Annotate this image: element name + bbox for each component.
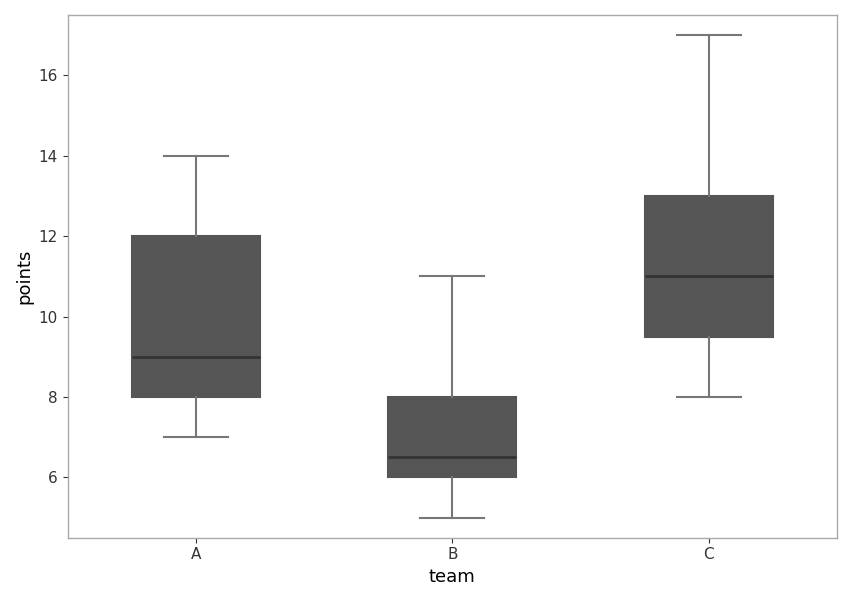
PathPatch shape	[132, 236, 260, 397]
X-axis label: team: team	[429, 568, 475, 586]
Y-axis label: points: points	[15, 249, 33, 304]
PathPatch shape	[645, 196, 773, 337]
PathPatch shape	[389, 397, 516, 477]
